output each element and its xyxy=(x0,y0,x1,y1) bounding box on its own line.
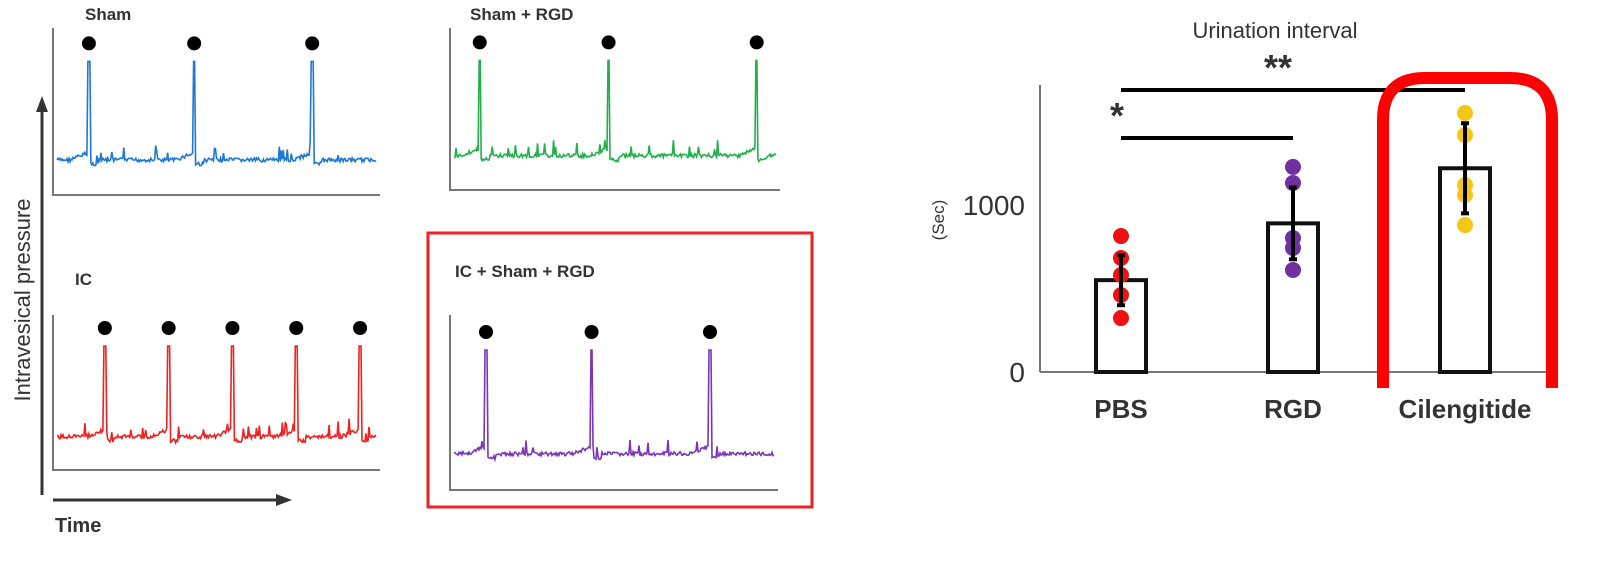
time-axis-arrow xyxy=(53,494,292,506)
data-point xyxy=(1285,158,1301,175)
data-point xyxy=(1113,228,1129,245)
panel-label: IC xyxy=(75,270,92,289)
y-tick-label: 1000 xyxy=(963,190,1025,221)
panel-axes xyxy=(52,315,380,471)
x-tick-label: Cilengitide xyxy=(1399,394,1532,424)
void-marker-dot xyxy=(305,36,320,51)
x-tick-label: PBS xyxy=(1094,394,1147,424)
void-marker-dot xyxy=(97,321,112,335)
void-marker-dot xyxy=(749,35,764,50)
void-marker-dot xyxy=(81,36,96,51)
y-axis-label: Intravesical pressure xyxy=(10,199,35,402)
void-marker-dot xyxy=(187,36,202,51)
panel-label: Sham xyxy=(85,5,131,24)
pressure-axis-arrow xyxy=(36,96,48,495)
x-axis-label: Time xyxy=(55,515,101,537)
pressure-trace xyxy=(56,60,377,167)
bar-chart-title: Urination interval xyxy=(1192,18,1357,43)
trace-panel: Sham xyxy=(52,5,380,196)
data-point xyxy=(1113,310,1129,327)
y-tick-label: 0 xyxy=(1009,357,1025,388)
void-marker-dot xyxy=(584,325,599,339)
data-point xyxy=(1285,261,1301,278)
pressure-trace xyxy=(453,59,777,164)
void-marker-dot xyxy=(703,325,717,339)
highlight-frame-cilengitide xyxy=(1377,72,1558,388)
pressure-trace xyxy=(453,349,775,463)
panel-label: Sham + RGD xyxy=(470,5,573,24)
void-marker-dot xyxy=(601,35,616,50)
void-marker-dot xyxy=(289,321,304,335)
void-marker-dot xyxy=(225,321,240,335)
panel-axes xyxy=(449,28,780,191)
trace-panel: IC + Sham + RGD xyxy=(449,262,778,491)
trace-panel: IC xyxy=(52,270,380,471)
panel-label: IC + Sham + RGD xyxy=(455,262,595,281)
void-marker-dot xyxy=(161,321,176,335)
significance-label: ** xyxy=(1264,47,1292,88)
significance-label: * xyxy=(1110,95,1124,136)
data-point xyxy=(1457,104,1473,121)
pressure-trace xyxy=(56,345,377,445)
void-marker-dot xyxy=(472,35,487,50)
data-point xyxy=(1457,217,1473,234)
panel-axes xyxy=(52,28,380,196)
trace-panel: Sham + RGD xyxy=(449,5,780,191)
void-marker-dot xyxy=(479,325,493,339)
highlight-box-ic-sham-rgd xyxy=(426,231,814,509)
void-marker-dot xyxy=(353,321,368,335)
x-tick-label: RGD xyxy=(1264,394,1322,424)
panel-axes xyxy=(449,315,778,491)
y-unit-label: (Sec) xyxy=(929,200,948,241)
